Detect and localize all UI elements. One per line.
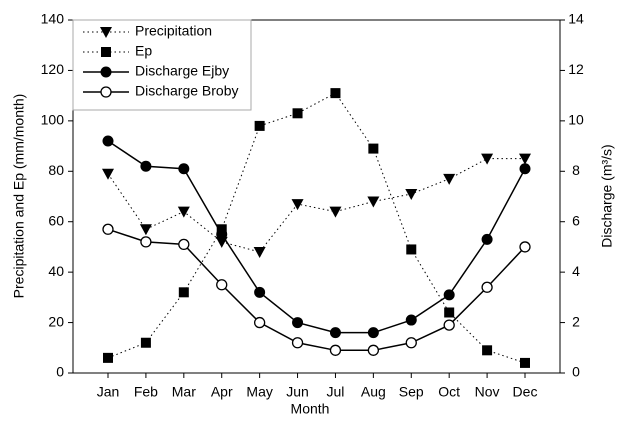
data-point [253, 246, 266, 258]
data-point [140, 236, 152, 248]
x-tick-label: Mar [172, 384, 196, 400]
y-tick-label: 60 [48, 212, 64, 228]
x-tick-label: Apr [211, 384, 233, 400]
data-point [519, 153, 531, 165]
legend-label: Ep [135, 43, 152, 59]
x-tick-label: Feb [134, 384, 158, 400]
data-point [444, 307, 455, 318]
data-point [292, 108, 303, 119]
data-point [443, 319, 455, 331]
data-point [405, 314, 417, 326]
y2-tick-label: 14 [568, 11, 584, 27]
data-point [519, 241, 531, 253]
data-point [367, 344, 380, 356]
data-point [329, 327, 341, 339]
y-axis-label: Precipitation and Ep (mm/month) [11, 94, 27, 299]
y-tick-label: 40 [48, 263, 64, 279]
data-point [103, 352, 113, 363]
y-tick-label: 120 [41, 61, 65, 77]
x-tick-label: Jul [327, 384, 345, 400]
series-line [107, 228, 526, 352]
y2-axis-label: Discharge (m³/s) [599, 144, 615, 247]
data-point [481, 281, 493, 293]
y2-tick-label: 12 [568, 61, 584, 77]
data-point [481, 153, 494, 165]
data-point [520, 357, 530, 368]
x-tick-label: Nov [475, 384, 500, 400]
data-point [102, 223, 114, 235]
data-point [367, 327, 379, 339]
data-point [443, 173, 456, 185]
data-point [216, 228, 228, 240]
series-line [107, 140, 526, 334]
legend-label: Precipitation [135, 23, 212, 39]
y2-tick-label: 2 [572, 313, 580, 329]
y-tick-label: 0 [56, 364, 64, 380]
series-line [107, 92, 526, 364]
data-point [102, 168, 114, 180]
data-point [178, 163, 190, 175]
x-tick-label: Jun [286, 384, 309, 400]
data-point [178, 238, 190, 251]
legend-marker [100, 27, 112, 38]
data-point [254, 120, 265, 131]
y2-tick-label: 10 [568, 112, 584, 128]
legend-label: Discharge Ejby [135, 63, 229, 79]
data-point [254, 286, 266, 298]
x-axis-label: Month [291, 401, 330, 417]
x-tick-label: Jan [97, 384, 120, 400]
data-point [330, 88, 341, 99]
data-point [368, 143, 379, 154]
data-point [253, 316, 266, 329]
x-tick-label: Dec [513, 384, 538, 400]
y2-tick-label: 6 [572, 212, 580, 228]
x-tick-label: Oct [438, 384, 460, 400]
data-point [216, 279, 228, 291]
legend-marker [100, 66, 112, 78]
data-point [481, 233, 493, 245]
data-point [443, 289, 455, 301]
x-tick-label: Aug [361, 384, 386, 400]
data-point [102, 135, 114, 147]
y-tick-label: 140 [41, 11, 65, 27]
plot-frame [72, 19, 561, 374]
data-point [291, 199, 304, 211]
data-point [405, 188, 418, 200]
data-point [482, 345, 493, 356]
data-point [329, 344, 342, 356]
x-tick-label: Sep [399, 384, 424, 400]
legend-marker [100, 86, 112, 98]
y-tick-label: 100 [41, 112, 65, 128]
y2-tick-label: 0 [572, 364, 580, 380]
data-point [140, 160, 152, 172]
data-point [178, 287, 189, 298]
data-point [177, 206, 190, 218]
y2-tick-label: 4 [572, 263, 580, 279]
x-tick-label: May [246, 384, 272, 400]
data-point [406, 244, 417, 255]
y2-tick-label: 8 [572, 162, 580, 178]
data-point [367, 196, 380, 208]
data-point [291, 337, 304, 349]
data-point [405, 337, 417, 349]
y-tick-label: 20 [48, 313, 64, 329]
data-point [140, 337, 151, 348]
legend-marker [101, 47, 111, 57]
data-point [139, 224, 152, 236]
data-point [519, 163, 531, 175]
series-line [107, 158, 525, 253]
legend-label: Discharge Broby [135, 83, 239, 99]
data-point [329, 206, 342, 218]
y-tick-label: 80 [48, 162, 64, 178]
data-point [292, 317, 304, 329]
